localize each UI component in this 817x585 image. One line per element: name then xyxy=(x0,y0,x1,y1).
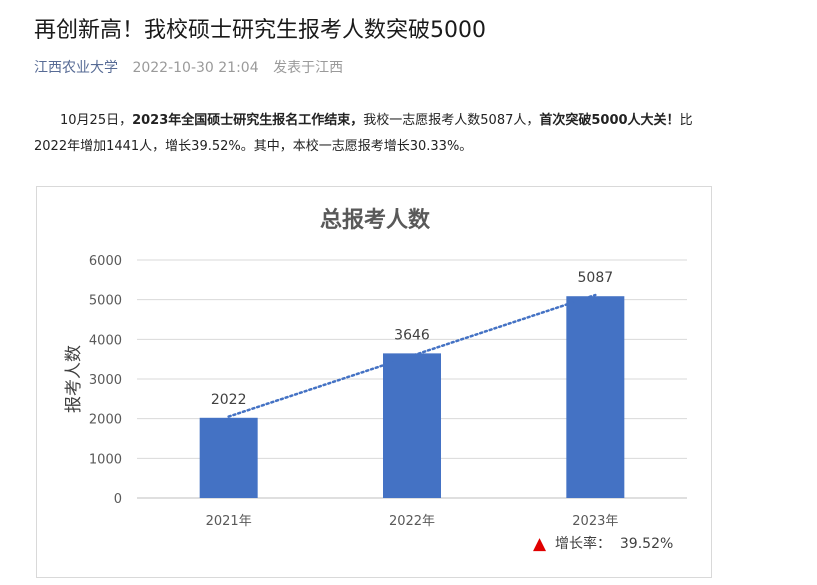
account-name-link[interactable]: 江西农业大学 xyxy=(34,60,118,76)
bar-chart: 总报考人数 0 1000 2000 3000 4000 5000 6000 2022 3646… xyxy=(64,207,687,554)
data-label: 5087 xyxy=(578,270,614,286)
y-tick-label: 5000 xyxy=(89,294,122,309)
bar xyxy=(383,353,441,498)
data-label: 2022 xyxy=(211,392,247,408)
bars xyxy=(199,296,625,498)
para-text-1: 10月25日， xyxy=(60,113,133,128)
x-tick-label: 2021年 xyxy=(206,514,252,529)
data-labels: 2022 3646 5087 xyxy=(211,270,613,408)
y-tick-label: 6000 xyxy=(89,254,122,269)
trendline xyxy=(227,293,597,418)
y-tick-label: 2000 xyxy=(89,413,122,428)
x-axis-ticks: 2021年 2022年 2023年 xyxy=(206,514,619,529)
publish-datetime: 2022-10-30 21:04 xyxy=(132,60,259,76)
bar xyxy=(199,417,258,498)
article-title: 再创新高！我校硕士研究生报考人数突破5000 xyxy=(34,18,486,43)
x-tick-label: 2022年 xyxy=(389,514,435,529)
para-bold-2: 首次突破5000人大关！ xyxy=(539,113,680,128)
growth-annotation: ▲ 增长率： 39.52% xyxy=(533,534,673,554)
y-axis-label: 报考人数 xyxy=(64,345,84,413)
bar xyxy=(566,296,625,498)
growth-rate-text: 增长率： 39.52% xyxy=(555,535,673,552)
para-text-2: 我校一志愿报考人数5087人， xyxy=(363,113,540,128)
red-triangle-icon: ▲ xyxy=(533,534,547,554)
article-meta: 江西农业大学 2022-10-30 21:04 发表于江西 xyxy=(34,57,343,77)
trend-line xyxy=(227,293,597,418)
y-tick-label: 1000 xyxy=(89,452,122,467)
para-text-3: 比2022年增加1441人，增长39.52%。其中，本校一志愿报考增长30.33… xyxy=(34,113,693,154)
y-tick-label: 0 xyxy=(114,492,122,507)
para-bold-1: 2023年全国硕士研究生报名工作结束， xyxy=(132,113,364,128)
y-axis-ticks: 0 1000 2000 3000 4000 5000 6000 xyxy=(89,254,122,507)
x-tick-label: 2023年 xyxy=(572,514,618,529)
data-label: 3646 xyxy=(394,327,430,343)
y-tick-label: 4000 xyxy=(89,333,122,348)
y-tick-label: 3000 xyxy=(89,373,122,388)
publish-location: 发表于江西 xyxy=(273,60,344,76)
article-paragraph: 10月25日，2023年全国硕士研究生报名工作结束，我校一志愿报考人数5087人… xyxy=(34,108,724,160)
chart-title: 总报考人数 xyxy=(320,207,431,233)
chart-image: 总报考人数 0 1000 2000 3000 4000 5000 6000 2022 3646… xyxy=(36,186,712,578)
